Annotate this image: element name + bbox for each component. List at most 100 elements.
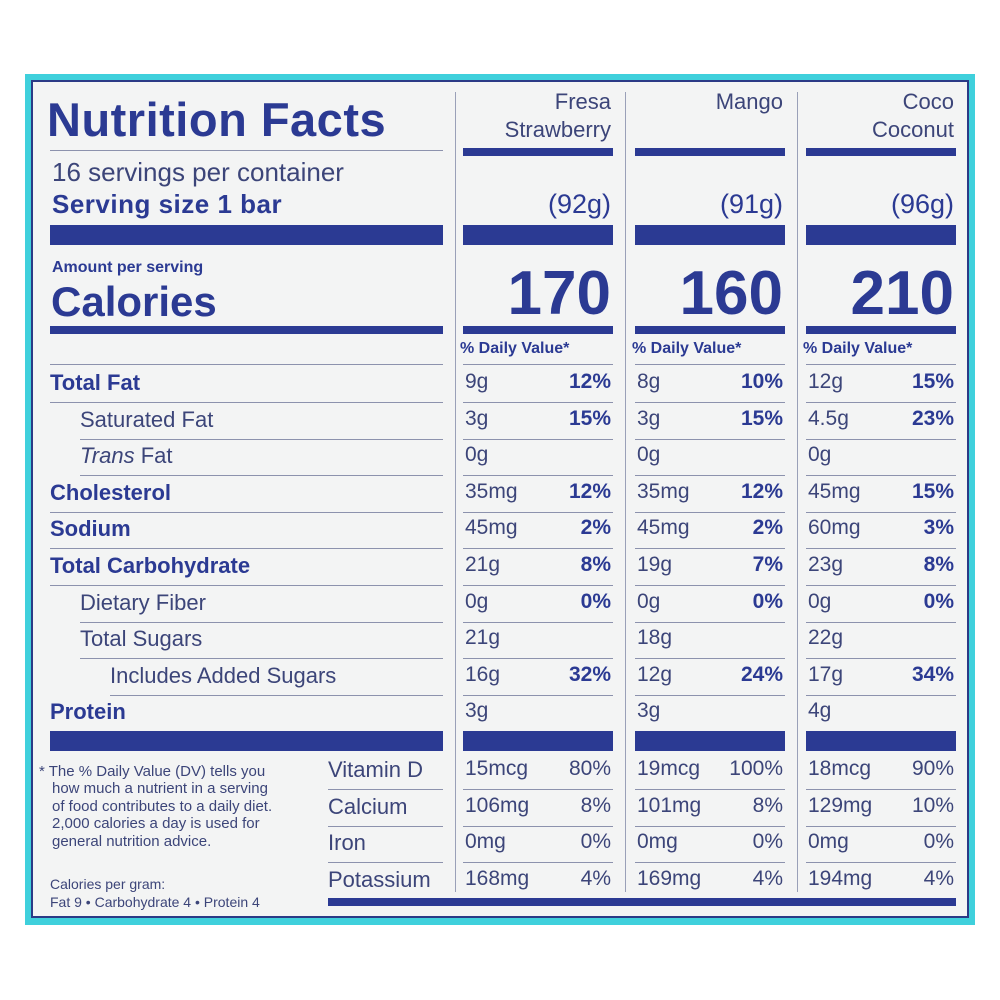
divider [806,438,956,440]
divider [635,862,785,863]
divider [806,825,956,827]
divider [80,658,443,660]
divider [463,548,613,550]
divider [806,694,956,696]
thick-bar [806,225,956,245]
medium-bar [463,326,613,334]
vitamin-amount: 101mg [637,793,702,817]
vitamin-amount: 169mg [637,866,702,890]
thick-bar [463,731,613,751]
nutrient-amount: 8g [637,370,661,393]
nutrient-daily-value: 15% [911,370,954,393]
header-bar [463,148,613,156]
divider [463,364,613,365]
calories-value: 210 [850,259,954,328]
divider [806,511,956,513]
nutrient-amount: 12g [808,370,844,393]
nutrient-amount: 0g [808,443,832,467]
vitamin-daily-value: 8% [580,793,611,817]
nutrient-label: Sodium [50,516,131,542]
nutrient-daily-value: 0% [580,589,611,613]
header-bar [806,148,956,156]
nutrient-amount: 18g [637,626,673,650]
nutrient-amount: 3g [637,699,661,723]
vitamin-daily-value: 0% [752,830,783,853]
nutrient-daily-value: 23% [911,406,954,430]
vitamin-amount: 168mg [465,866,530,890]
nutrient-amount: 3g [637,406,661,430]
bottom-bar [328,898,956,906]
vitamin-label: Iron [328,830,366,855]
nutrient-amount: 0g [465,443,489,467]
vitamin-amount: 0mg [637,830,678,853]
nutrient-label: Includes Added Sugars [110,662,337,688]
calories-label: Calories [51,278,217,325]
divider [635,402,785,403]
nutrient-daily-value: 3% [923,516,954,540]
nutrient-daily-value: 34% [911,662,954,686]
nutrient-amount: 17g [808,662,844,686]
nutrient-amount: 45mg [808,479,861,503]
divider [463,694,613,696]
nutrient-daily-value: 15% [911,479,954,503]
divider [635,585,785,586]
divider [50,150,443,151]
divider [80,438,443,440]
vitamin-label: Vitamin D [328,757,423,782]
vitamin-daily-value: 90% [911,757,954,780]
nutrient-label: Dietary Fiber [80,589,206,615]
thick-bar [635,225,785,245]
nutrient-label: Total Sugars [80,626,203,652]
column-divider [455,92,456,892]
column-name: Mango [715,89,783,114]
divider [50,402,443,403]
nutrient-daily-value: 32% [568,662,611,686]
nutrient-amount: 21g [465,626,501,650]
divider [635,438,785,440]
medium-bar [635,326,785,334]
divider [806,789,956,790]
vitamin-amount: 0mg [465,830,506,853]
divider [328,862,443,863]
nutrient-amount: 4g [808,699,832,723]
divider [50,585,443,586]
divider [328,825,443,827]
nutrient-daily-value: 0% [923,589,954,613]
divider [635,621,785,623]
vitamin-daily-value: 4% [752,866,783,890]
daily-value-header: % Daily Value* [460,340,570,357]
divider [50,364,443,365]
divider [463,862,613,863]
column-divider [625,92,626,892]
divider [806,402,956,403]
nutrient-label: Total Fat [50,370,141,395]
serving-weight: (96g) [890,189,954,219]
divider [806,621,956,623]
nutrient-amount: 4.5g [808,406,849,430]
column-name: Strawberry [504,117,611,142]
divider [635,789,785,790]
daily-value-header: % Daily Value* [803,340,913,357]
nutrient-amount: 3g [465,406,489,430]
nutrient-amount: 0g [637,443,661,467]
divider [806,862,956,863]
nutrient-amount: 45mg [637,516,690,540]
column-name: Coconut [872,117,954,142]
calories-value: 170 [507,259,611,328]
nutrient-amount: 35mg [637,479,690,503]
nutrient-daily-value: 10% [740,370,783,393]
nutrient-daily-value: 7% [752,553,783,576]
vitamin-amount: 129mg [808,793,873,817]
divider [463,621,613,623]
divider [806,548,956,550]
nutrient-daily-value: 2% [752,516,783,540]
vitamin-daily-value: 4% [580,866,611,890]
footnote-line: how much a nutrient in a serving [52,780,268,798]
nutrient-amount: 19g [637,553,673,576]
nutrient-amount: 0g [808,589,832,613]
divider [463,789,613,790]
serving-weight: (92g) [547,189,611,219]
footnote-line: of food contributes to a daily diet. [52,797,273,815]
header-bar [635,148,785,156]
nutrient-amount: 35mg [465,479,518,503]
